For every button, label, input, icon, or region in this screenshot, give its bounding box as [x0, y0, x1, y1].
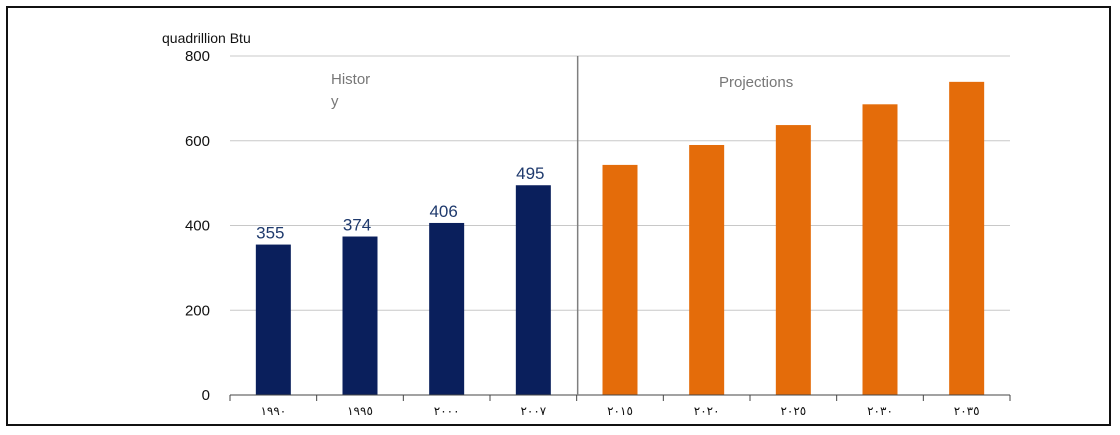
bar-2 — [429, 222, 465, 395]
x-tick-label: ٢٠٠٠ — [434, 404, 460, 418]
bar-1 — [342, 236, 378, 395]
x-tick-label: ٢٠٠٧ — [520, 404, 546, 418]
data-label: 374 — [343, 216, 371, 235]
bar-7 — [862, 104, 898, 396]
bar-5 — [689, 144, 725, 395]
y-tick-label: 0 — [202, 387, 210, 404]
x-tick-label: ٢٠٣٠ — [867, 404, 893, 418]
x-tick-label: ٢٠١٥ — [607, 404, 633, 418]
chart-frame — [6, 6, 1111, 426]
y-tick-label: 400 — [185, 218, 210, 235]
x-tick-label: ١٩٩٠ — [260, 404, 286, 418]
bar-0 — [255, 244, 291, 395]
data-label: 355 — [256, 224, 284, 243]
data-label: 406 — [429, 202, 457, 221]
x-tick-label: ٢٠٢٥ — [780, 404, 806, 418]
history-label-line1: Histor — [331, 71, 370, 88]
data-label: 495 — [516, 164, 544, 183]
x-tick-label: ٢٠٣٥ — [954, 404, 980, 418]
bar-8 — [949, 81, 985, 395]
x-tick-label: ٢٠٢٠ — [694, 404, 720, 418]
history-label-line2: y — [331, 93, 339, 110]
y-tick-label: 800 — [185, 48, 210, 65]
bar-4 — [602, 164, 638, 395]
y-axis-unit-label: quadrillion Btu — [162, 30, 251, 46]
y-tick-label: 200 — [185, 302, 210, 319]
y-tick-label: 600 — [185, 133, 210, 150]
bar-6 — [775, 125, 811, 395]
projections-label: Projections — [719, 74, 793, 91]
x-tick-label: ١٩٩٥ — [347, 404, 373, 418]
bar-3 — [515, 185, 551, 395]
